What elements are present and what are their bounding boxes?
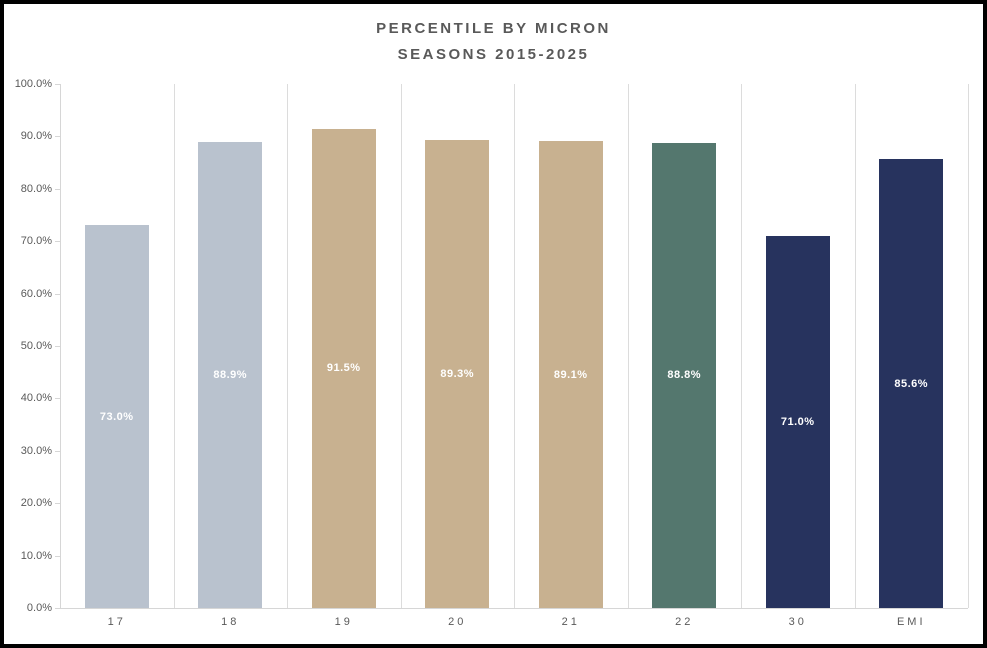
bar-value-label: 73.0% — [99, 410, 134, 423]
chart-title-line1: PERCENTILE BY MICRON — [376, 20, 611, 37]
y-axis-tick — [55, 188, 60, 190]
bar-value-label: 89.1% — [553, 368, 588, 381]
bar-20: 89.3% — [425, 140, 490, 608]
bar-18: 88.9% — [198, 142, 263, 608]
y-axis-label: 30.0% — [20, 444, 52, 457]
y-axis-tick — [55, 293, 60, 295]
bar-value-label: 89.3% — [440, 368, 475, 381]
vertical-gridline — [854, 84, 856, 608]
y-axis-label: 0.0% — [26, 602, 52, 614]
y-axis-tick — [55, 346, 60, 347]
x-axis-label: 17 — [107, 616, 126, 628]
bar-17: 73.0% — [84, 225, 149, 608]
bar-value-label: 85.6% — [894, 377, 929, 390]
chart-title: PERCENTILE BY MICRON SEASONS 2015-2025 — [4, 16, 983, 68]
bar-value-label: 91.5% — [326, 362, 361, 375]
y-axis-label: 60.0% — [20, 287, 52, 300]
bar-30: 71.0% — [765, 235, 830, 608]
vertical-gridline — [627, 84, 629, 608]
y-axis-tick — [55, 608, 60, 609]
y-axis-tick — [55, 241, 60, 243]
x-axis-label: 19 — [334, 616, 353, 628]
x-axis-label: 18 — [221, 616, 240, 628]
chart-title-line2: SEASONS 2015-2025 — [397, 46, 590, 63]
y-axis-label: 70.0% — [20, 235, 52, 248]
vertical-gridline — [968, 84, 969, 608]
y-axis-tick — [55, 503, 60, 505]
y-axis-label: 20.0% — [20, 497, 52, 510]
x-axis-label: 20 — [448, 616, 467, 628]
y-axis-tick — [55, 555, 60, 557]
x-axis-label: 22 — [675, 616, 694, 628]
y-axis-tick — [55, 398, 60, 400]
vertical-gridline — [514, 84, 515, 608]
y-axis-label: 40.0% — [20, 392, 52, 405]
x-axis-label: EMI — [896, 616, 926, 628]
x-axis-line — [60, 608, 968, 609]
y-axis-tick — [55, 84, 60, 85]
vertical-gridline — [741, 84, 742, 608]
y-axis-label: 100.0% — [14, 78, 52, 90]
bar-value-label: 88.9% — [213, 369, 248, 382]
y-axis-label: 80.0% — [20, 182, 52, 195]
bar-19: 91.5% — [311, 128, 376, 608]
y-axis-label: 50.0% — [20, 340, 52, 352]
y-axis-label: 10.0% — [20, 549, 52, 562]
vertical-gridline — [287, 84, 288, 608]
y-axis-tick — [55, 136, 60, 138]
bar-EMI: 85.6% — [879, 159, 944, 608]
bar-value-label: 71.0% — [780, 415, 815, 428]
bar-21: 89.1% — [538, 141, 603, 608]
y-axis-label: 90.0% — [20, 130, 52, 143]
x-axis-label: 30 — [788, 616, 807, 628]
y-axis-tick — [55, 450, 60, 452]
x-axis-label: 21 — [561, 616, 580, 628]
bar-value-label: 88.8% — [667, 369, 702, 382]
y-axis-line — [60, 84, 61, 608]
bar-22: 88.8% — [652, 142, 717, 608]
vertical-gridline — [173, 84, 175, 608]
vertical-gridline — [400, 84, 402, 608]
plot-area: 0.0% 10.0% 20.0% 30.0% 40.0% 50.0% 60.0% 70.0% 8… — [15, 78, 969, 628]
